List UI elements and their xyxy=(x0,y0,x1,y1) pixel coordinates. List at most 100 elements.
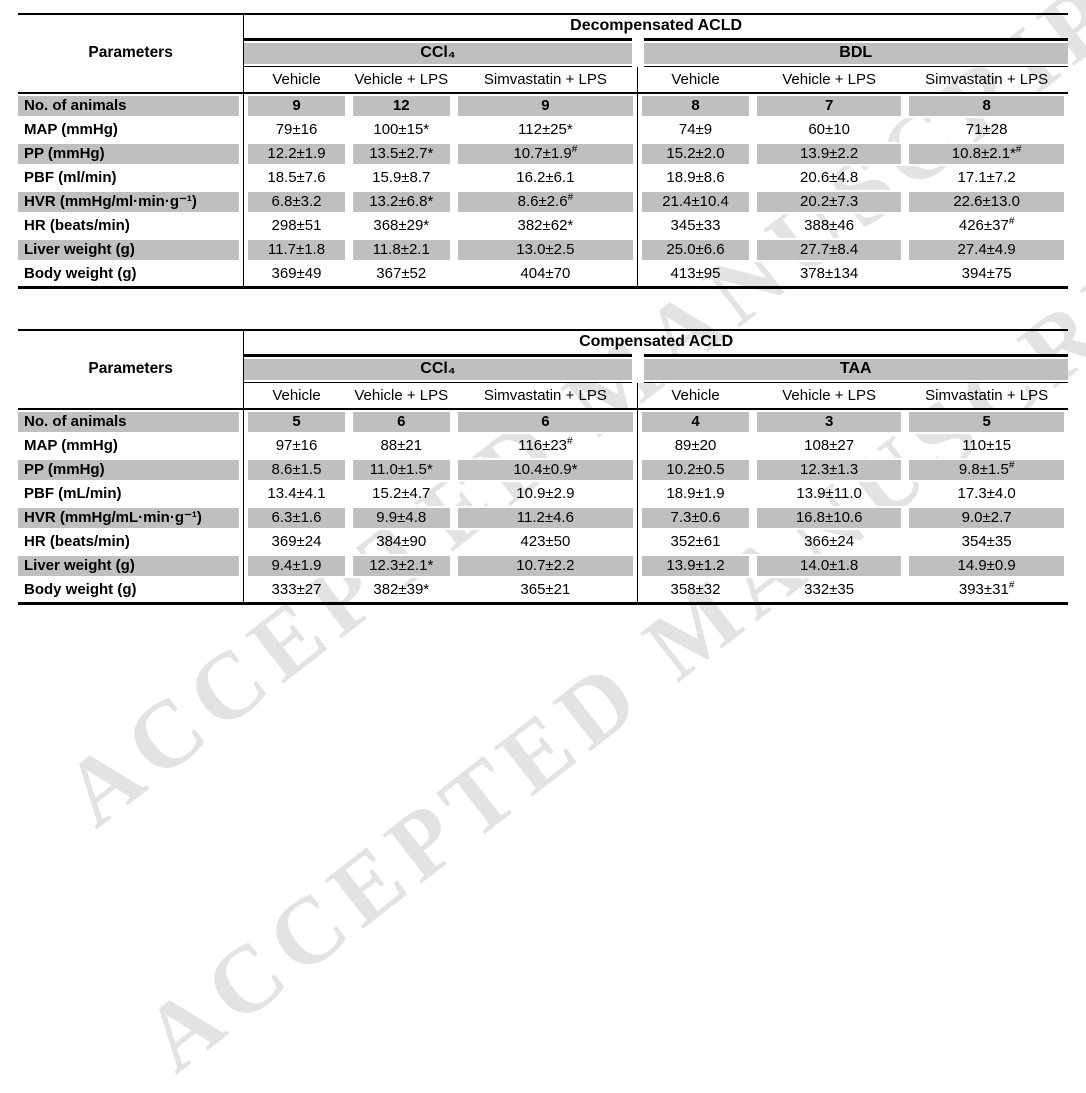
row-label: Liver weight (g) xyxy=(18,238,244,262)
table-cell: 112±25* xyxy=(518,121,573,139)
subcol-header: Simvastatin + LPS xyxy=(453,382,638,410)
table-cell: 14.0±1.8 xyxy=(753,554,906,578)
table-cell: 354±35 xyxy=(961,533,1012,551)
table-cell: 79±16 xyxy=(243,118,349,142)
table-cell: 10.9±2.9 xyxy=(516,485,575,503)
table-cell: 368±29* xyxy=(373,217,430,235)
row-label: No. of animals xyxy=(18,409,244,434)
row-label: MAP (mmHg) xyxy=(24,437,118,455)
table-row: HR (beats/min) 298±51 368±29* 382±62* 345±33… xyxy=(18,214,1068,238)
table-cell: 11.2±4.6 xyxy=(453,506,638,530)
table-cell: 9 xyxy=(243,93,349,118)
row-label: HR (beats/min) xyxy=(24,533,130,551)
compensated-table-body: No. of animals 5 6 6 4 3 5 MAP (mmHg) 97±16 88±21… xyxy=(18,409,1068,604)
subcol-header: Vehicle + LPS xyxy=(348,66,454,94)
table-cell: 27.4±4.9 xyxy=(905,238,1068,262)
table-cell: 9 xyxy=(453,93,638,118)
subcol-header: Vehicle xyxy=(637,66,753,94)
header-row-title: Parameters Decompensated ACLD xyxy=(18,14,1068,94)
table-cell: 10.2±0.5 xyxy=(637,458,753,482)
table-cell: 8 xyxy=(637,93,753,118)
table-row: HVR (mmHg/mL·min·g⁻¹) 6.3±1.6 9.9±4.8 11.2±… xyxy=(18,506,1068,530)
table-cell: 298±51 xyxy=(243,214,349,238)
table-cell: 25.0±6.6 xyxy=(637,238,753,262)
row-label: Liver weight (g) xyxy=(18,554,244,578)
table-cell: 74±9 xyxy=(637,118,753,142)
table-cell: 352±61 xyxy=(637,530,753,554)
row-label: PBF (ml/min) xyxy=(24,169,117,187)
table-cell: 393±31# xyxy=(958,580,1015,599)
table-row: No. of animals 5 6 6 4 3 5 xyxy=(18,409,1068,434)
header-row-groups: CCl₄ TAA xyxy=(18,355,1068,383)
table-cell: 6 xyxy=(348,409,454,434)
table-cell: 7 xyxy=(753,93,906,118)
table-cell: 366±24 xyxy=(804,533,855,551)
table-cell: 13.9±11.0 xyxy=(796,485,862,503)
table-row: MAP (mmHg) 97±16 88±21 116±23# 89±20 108±27 11… xyxy=(18,434,1068,458)
parameters-header: Parameters xyxy=(18,14,244,94)
subcol-header: Vehicle + LPS xyxy=(753,382,906,410)
table-cell: 332±35 xyxy=(804,581,855,599)
table-cell: 413±95 xyxy=(637,262,753,288)
table-cell: 10.7±2.2 xyxy=(453,554,638,578)
table-cell: 345±33 xyxy=(637,214,753,238)
table-cell: 12 xyxy=(348,93,454,118)
table-cell: 358±32 xyxy=(637,578,753,604)
table-row: MAP (mmHg) 79±16 100±15* 112±25* 74±9 60±10 71… xyxy=(18,118,1068,142)
subcol-header: Simvastatin + LPS xyxy=(453,66,638,94)
compensated-acld-table: Parameters Compensated ACLD CCl₄ TAA Veh… xyxy=(18,329,1068,605)
row-label: Body weight (g) xyxy=(24,581,137,599)
table-cell: 110±15 xyxy=(962,437,1012,455)
table-row: PBF (ml/min) 18.5±7.6 15.9±8.7 16.2±6.1 18.9… xyxy=(18,166,1068,190)
table-cell: 11.0±1.5* xyxy=(348,458,454,482)
table-cell: 13.5±2.7* xyxy=(348,142,454,166)
table-cell: 17.1±7.2 xyxy=(957,169,1016,187)
row-label: HVR (mmHg/mL·min·g⁻¹) xyxy=(18,506,244,530)
header-row-title: Parameters Compensated ACLD xyxy=(18,330,1068,410)
table-cell: 12.2±1.9 xyxy=(243,142,349,166)
table-cell: 426±37# xyxy=(958,216,1015,235)
table-cell: 71±28 xyxy=(965,121,1008,139)
header-row-groups: CCl₄ BDL xyxy=(18,39,1068,67)
subcol-header: Vehicle xyxy=(243,382,349,410)
table-cell: 8.6±1.5 xyxy=(243,458,349,482)
table-cell: 5 xyxy=(243,409,349,434)
table-cell: 15.2±2.0 xyxy=(637,142,753,166)
table-cell: 9.8±1.5# xyxy=(905,458,1068,482)
subcol-header: Vehicle xyxy=(637,382,753,410)
table-row: HVR (mmHg/ml·min·g⁻¹) 6.8±3.2 13.2±6.8* 8.6… xyxy=(18,190,1068,214)
table-cell: 11.7±1.8 xyxy=(243,238,349,262)
table-cell: 88±21 xyxy=(380,437,423,455)
parameters-header: Parameters xyxy=(18,330,244,410)
group-header-ccl4: CCl₄ xyxy=(243,355,638,383)
group-header-bdl: BDL xyxy=(631,39,1068,67)
table-cell: 378±134 xyxy=(799,265,859,283)
table-title: Decompensated ACLD xyxy=(243,14,1068,41)
table-cell: 97±16 xyxy=(243,434,349,458)
table-cell: 3 xyxy=(753,409,906,434)
table-cell: 6 xyxy=(453,409,638,434)
table-cell: 8.6±2.6# xyxy=(453,190,638,214)
table-cell: 388±46 xyxy=(804,217,855,235)
row-label: Body weight (g) xyxy=(24,265,137,283)
table-cell: 367±52 xyxy=(376,265,427,283)
table-cell: 12.3±1.3 xyxy=(753,458,906,482)
row-label: PP (mmHg) xyxy=(18,458,244,482)
row-label: PP (mmHg) xyxy=(18,142,244,166)
table-cell: 369±49 xyxy=(243,262,349,288)
table-cell: 10.4±0.9* xyxy=(453,458,638,482)
table-cell: 13.4±4.1 xyxy=(243,482,349,506)
table-cell: 382±62* xyxy=(517,217,574,235)
table-cell: 10.7±1.9# xyxy=(453,142,638,166)
table-row: Body weight (g) 369±49 367±52 404±70 413±95 3… xyxy=(18,262,1068,288)
table-row: HR (beats/min) 369±24 384±90 423±50 352±61 36… xyxy=(18,530,1068,554)
table-cell: 404±70 xyxy=(520,265,571,283)
table-cell: 18.5±7.6 xyxy=(243,166,349,190)
decompensated-acld-table: Parameters Decompensated ACLD CCl₄ BDL V… xyxy=(18,13,1068,289)
decompensated-acld-table-wrap: Parameters Decompensated ACLD CCl₄ BDL V… xyxy=(18,13,1068,289)
subcol-header: Simvastatin + LPS xyxy=(905,66,1068,94)
table-cell: 423±50 xyxy=(520,533,571,551)
table-cell: 13.0±2.5 xyxy=(453,238,638,262)
table-cell: 20.2±7.3 xyxy=(753,190,906,214)
table-cell: 6.3±1.6 xyxy=(243,506,349,530)
